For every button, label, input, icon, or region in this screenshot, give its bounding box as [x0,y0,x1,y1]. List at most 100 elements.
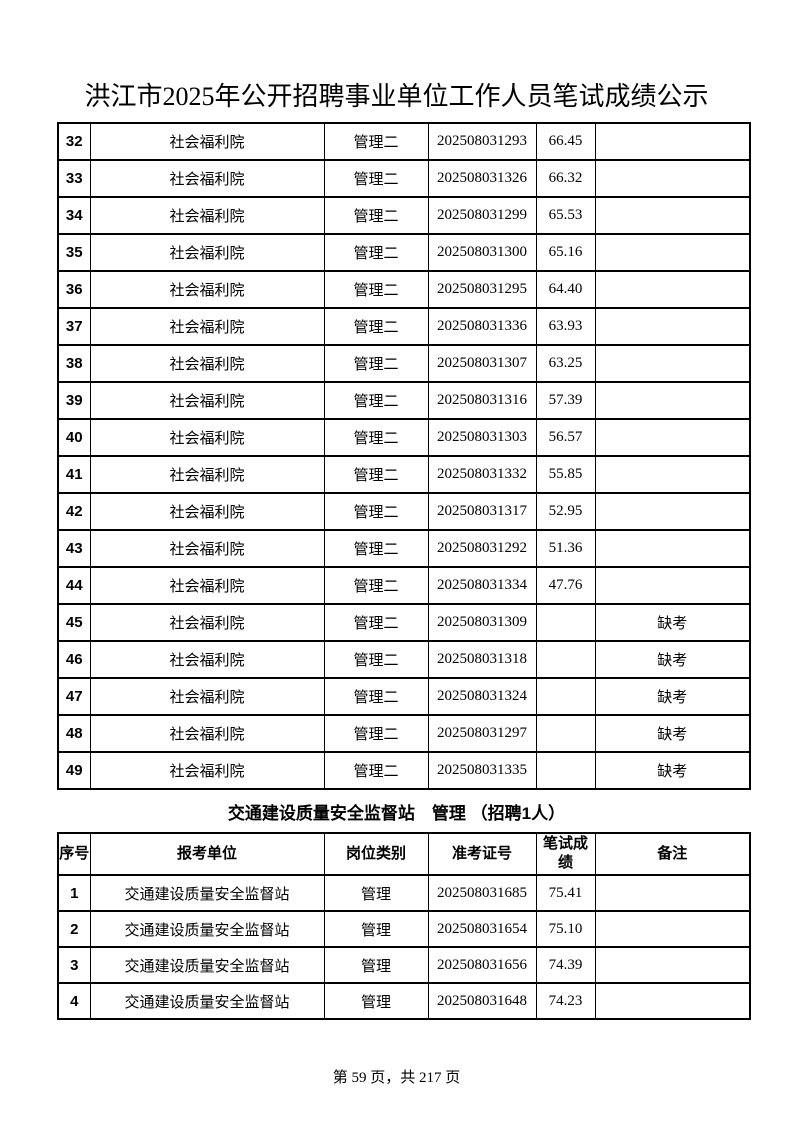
score-cell: 52.95 [535,492,596,531]
ticket-cell: 202508031336 [427,307,537,346]
score-cell: 65.16 [535,233,596,272]
page-number: 第 59 页，共 217 页 [332,1070,461,1086]
row-number-cell: 4 [57,982,91,1020]
category-cell: 管理 [323,874,429,912]
score-cell: 75.41 [535,874,596,912]
table-row: 37 社会福利院 管理二 202508031336 63.93 [57,307,751,346]
table-row: 42 社会福利院 管理二 202508031317 52.95 [57,492,751,531]
unit-cell: 社会福利院 [89,640,325,679]
row-number-cell: 40 [57,418,91,457]
table-row: 39 社会福利院 管理二 202508031316 57.39 [57,381,751,420]
table-row: 48 社会福利院 管理二 202508031297 缺考 [57,714,751,753]
ticket-cell: 202508031300 [427,233,537,272]
row-number-cell: 48 [57,714,91,753]
score-cell [535,714,596,753]
unit-cell: 社会福利院 [89,603,325,642]
row-number-cell: 39 [57,381,91,420]
table-row: 44 社会福利院 管理二 202508031334 47.76 [57,566,751,605]
score-cell: 74.39 [535,946,596,984]
note-cell [594,122,751,161]
table-row: 2 交通建设质量安全监督站 管理 202508031654 75.10 [57,910,751,948]
category-cell: 管理二 [323,381,429,420]
unit-cell: 社会福利院 [89,344,325,383]
table-row: 3 交通建设质量安全监督站 管理 202508031656 74.39 [57,946,751,984]
section-heading: 交通建设质量安全监督站 管理 （招聘1人） [227,804,566,823]
unit-cell: 社会福利院 [89,455,325,494]
unit-cell: 社会福利院 [89,381,325,420]
unit-cell: 社会福利院 [89,566,325,605]
category-cell: 管理二 [323,677,429,716]
table-row: 46 社会福利院 管理二 202508031318 缺考 [57,640,751,679]
row-number-cell: 46 [57,640,91,679]
note-cell [594,233,751,272]
column-header: 岗位类别 [323,832,429,876]
note-cell [594,344,751,383]
table-row: 41 社会福利院 管理二 202508031332 55.85 [57,455,751,494]
unit-cell: 社会福利院 [89,751,325,790]
unit-cell: 交通建设质量安全监督站 [89,874,325,912]
transport-results-table: 序号 报考单位 岗位类别 准考证号 笔试成绩 备注 1 交通建设质量安全监督站 管理 20250… [57,832,751,1020]
unit-cell: 社会福利院 [89,677,325,716]
note-cell: 缺考 [594,640,751,679]
category-cell: 管理二 [323,233,429,272]
score-cell [535,677,596,716]
score-cell: 63.25 [535,344,596,383]
ticket-cell: 202508031309 [427,603,537,642]
unit-cell: 社会福利院 [89,714,325,753]
category-cell: 管理二 [323,455,429,494]
table-row: 40 社会福利院 管理二 202508031303 56.57 [57,418,751,457]
category-cell: 管理二 [323,640,429,679]
unit-cell: 社会福利院 [89,159,325,198]
ticket-cell: 202508031334 [427,566,537,605]
note-cell: 缺考 [594,603,751,642]
note-cell: 缺考 [594,714,751,753]
ticket-cell: 202508031293 [427,122,537,161]
row-number-cell: 38 [57,344,91,383]
table-row: 43 社会福利院 管理二 202508031292 51.36 [57,529,751,568]
note-cell [594,529,751,568]
row-number-cell: 1 [57,874,91,912]
note-cell [594,455,751,494]
row-number-cell: 41 [57,455,91,494]
row-number-cell: 33 [57,159,91,198]
row-number-cell: 47 [57,677,91,716]
table-row: 45 社会福利院 管理二 202508031309 缺考 [57,603,751,642]
ticket-cell: 202508031324 [427,677,537,716]
score-cell: 56.57 [535,418,596,457]
note-cell [594,381,751,420]
ticket-cell: 202508031656 [427,946,537,984]
score-cell: 63.93 [535,307,596,346]
unit-cell: 社会福利院 [89,418,325,457]
score-cell: 74.23 [535,982,596,1020]
ticket-cell: 202508031326 [427,159,537,198]
category-cell: 管理 [323,982,429,1020]
category-cell: 管理二 [323,714,429,753]
ticket-cell: 202508031335 [427,751,537,790]
row-number-cell: 37 [57,307,91,346]
table-row: 32 社会福利院 管理二 202508031293 66.45 [57,122,751,161]
unit-cell: 社会福利院 [89,196,325,235]
ticket-cell: 202508031318 [427,640,537,679]
row-number-cell: 34 [57,196,91,235]
row-number-cell: 32 [57,122,91,161]
note-cell [594,566,751,605]
column-header: 序号 [57,832,91,876]
category-cell: 管理二 [323,122,429,161]
unit-cell: 社会福利院 [89,492,325,531]
ticket-cell: 202508031332 [427,455,537,494]
table-row: 1 交通建设质量安全监督站 管理 202508031685 75.41 [57,874,751,912]
row-number-cell: 42 [57,492,91,531]
note-cell [594,946,751,984]
category-cell: 管理二 [323,603,429,642]
row-number-cell: 44 [57,566,91,605]
table-row: 35 社会福利院 管理二 202508031300 65.16 [57,233,751,272]
score-cell: 65.53 [535,196,596,235]
ticket-cell: 202508031297 [427,714,537,753]
ticket-cell: 202508031316 [427,381,537,420]
unit-cell: 交通建设质量安全监督站 [89,910,325,948]
table-row: 49 社会福利院 管理二 202508031335 缺考 [57,751,751,790]
row-number-cell: 36 [57,270,91,309]
table-row: 38 社会福利院 管理二 202508031307 63.25 [57,344,751,383]
column-header: 准考证号 [427,832,537,876]
note-cell [594,307,751,346]
